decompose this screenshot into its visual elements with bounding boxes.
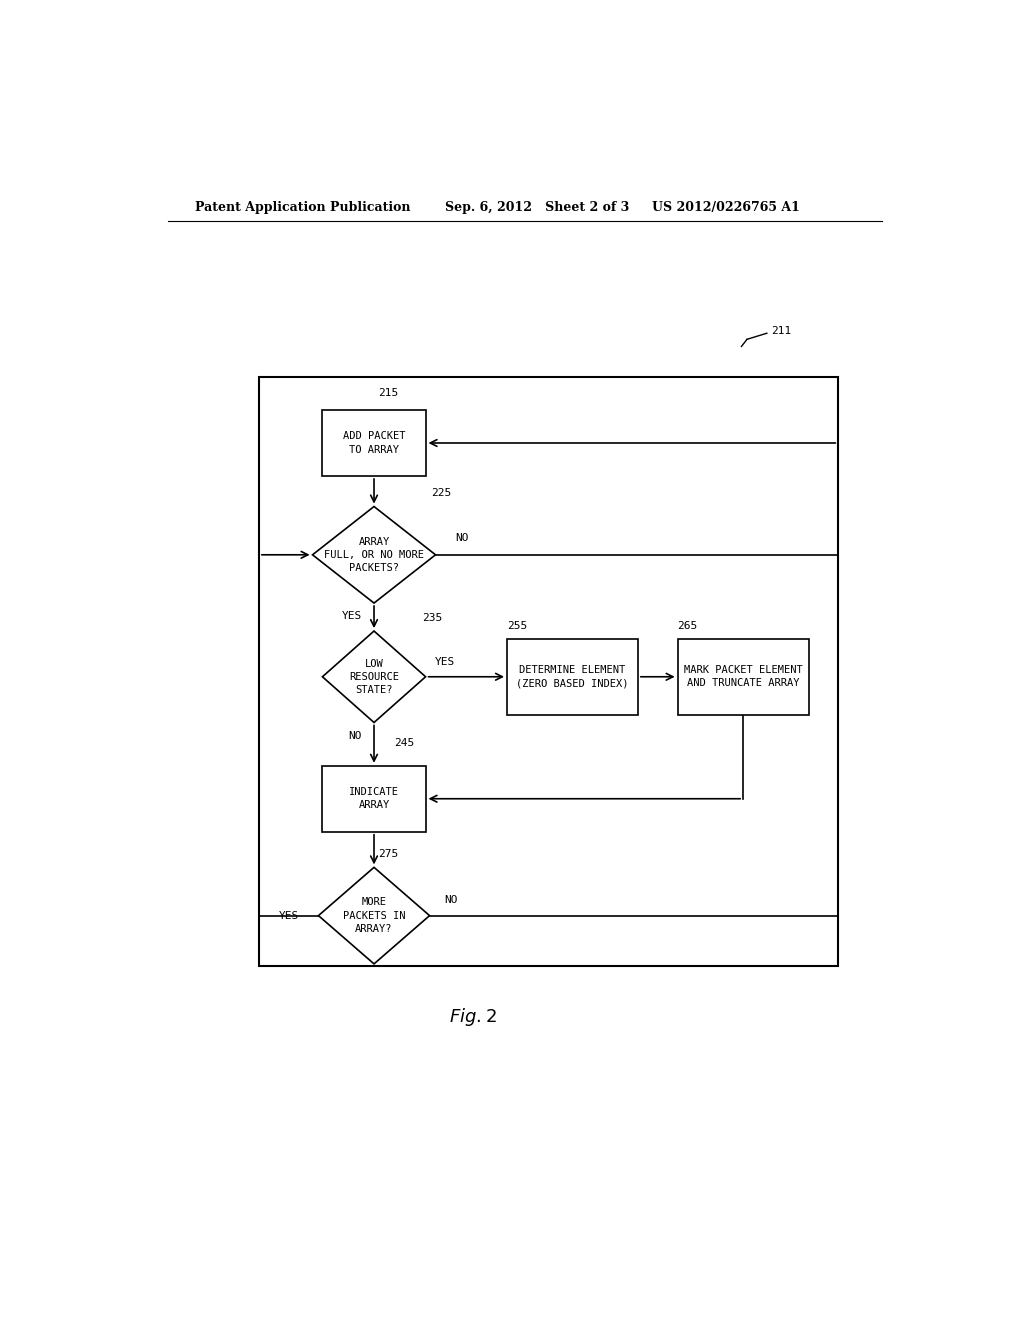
Text: Patent Application Publication: Patent Application Publication	[196, 201, 411, 214]
Text: YES: YES	[435, 656, 456, 667]
Text: 225: 225	[431, 488, 452, 499]
Text: 235: 235	[422, 612, 442, 623]
FancyBboxPatch shape	[678, 639, 809, 715]
Text: MARK PACKET ELEMENT
AND TRUNCATE ARRAY: MARK PACKET ELEMENT AND TRUNCATE ARRAY	[684, 665, 803, 688]
Text: 265: 265	[678, 620, 697, 631]
Polygon shape	[312, 507, 435, 603]
Text: DETERMINE ELEMENT
(ZERO BASED INDEX): DETERMINE ELEMENT (ZERO BASED INDEX)	[516, 665, 629, 688]
Text: NO: NO	[443, 895, 458, 906]
Polygon shape	[318, 867, 430, 964]
Text: NO: NO	[456, 532, 469, 543]
Text: YES: YES	[279, 911, 299, 920]
Text: US 2012/0226765 A1: US 2012/0226765 A1	[652, 201, 800, 214]
Text: ADD PACKET
TO ARRAY: ADD PACKET TO ARRAY	[343, 432, 406, 454]
Text: Sep. 6, 2012   Sheet 2 of 3: Sep. 6, 2012 Sheet 2 of 3	[445, 201, 630, 214]
Bar	[259, 378, 839, 966]
Text: $\mathit{Fig.2}$: $\mathit{Fig.2}$	[450, 1006, 497, 1028]
Text: ARRAY
FULL, OR NO MORE
PACKETS?: ARRAY FULL, OR NO MORE PACKETS?	[324, 537, 424, 573]
Text: 255: 255	[507, 620, 527, 631]
Text: MORE
PACKETS IN
ARRAY?: MORE PACKETS IN ARRAY?	[343, 898, 406, 933]
Text: NO: NO	[348, 731, 362, 741]
FancyBboxPatch shape	[507, 639, 638, 715]
FancyBboxPatch shape	[323, 411, 426, 477]
Text: LOW
RESOURCE
STATE?: LOW RESOURCE STATE?	[349, 659, 399, 694]
Polygon shape	[323, 631, 426, 722]
Text: INDICATE
ARRAY: INDICATE ARRAY	[349, 787, 399, 810]
Text: YES: YES	[342, 611, 362, 622]
Text: 275: 275	[378, 849, 398, 859]
Text: 211: 211	[771, 326, 792, 337]
Text: 245: 245	[394, 738, 414, 747]
Text: 215: 215	[378, 388, 398, 397]
FancyBboxPatch shape	[323, 766, 426, 832]
